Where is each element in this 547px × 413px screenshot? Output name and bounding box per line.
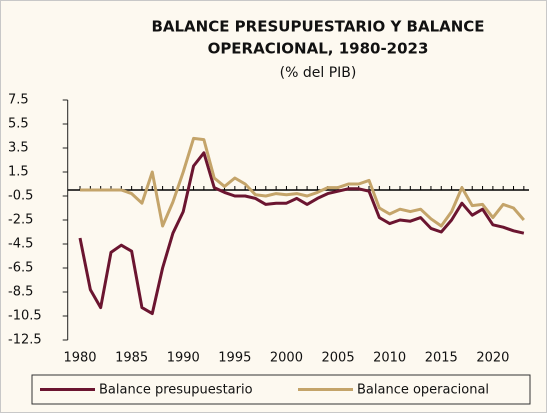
x-tick-label: 1980 <box>63 351 96 366</box>
y-tick-label: 3.5 <box>8 141 29 156</box>
series-line <box>78 151 525 316</box>
y-tick-label: -12.5 <box>8 333 42 348</box>
y-tick-label: 1.5 <box>8 165 29 180</box>
y-tick-label: -4.5 <box>8 237 33 252</box>
x-tick-label: 2005 <box>322 351 355 366</box>
x-tick-label: 2020 <box>476 351 509 366</box>
series-line <box>80 136 525 228</box>
chart-title: OPERACIONAL, 1980-2023 <box>208 40 429 58</box>
chart-title: BALANCE PRESUPUESTARIO Y BALANCE <box>151 18 484 36</box>
y-tick-label: 5.5 <box>8 117 29 132</box>
y-tick-label: -0.5 <box>8 189 33 204</box>
y-tick-label: -2.5 <box>8 213 33 228</box>
y-tick-label: -6.5 <box>8 261 33 276</box>
legend-label: Balance operacional <box>357 383 489 398</box>
x-tick-label: 1985 <box>115 351 148 366</box>
x-tick-label: 1995 <box>218 351 251 366</box>
x-tick-label: 2000 <box>270 351 303 366</box>
legend-box <box>31 374 531 405</box>
x-tick-label: 2010 <box>373 351 406 366</box>
x-tick-label: 2015 <box>425 351 458 366</box>
y-tick-label: -10.5 <box>8 309 42 324</box>
y-tick-label: 7.5 <box>8 93 29 108</box>
y-tick-label: -8.5 <box>8 285 33 300</box>
chart-subtitle: (% del PIB) <box>280 65 357 81</box>
x-tick-label: 1990 <box>167 351 200 366</box>
legend-label: Balance presupuestario <box>99 383 253 398</box>
